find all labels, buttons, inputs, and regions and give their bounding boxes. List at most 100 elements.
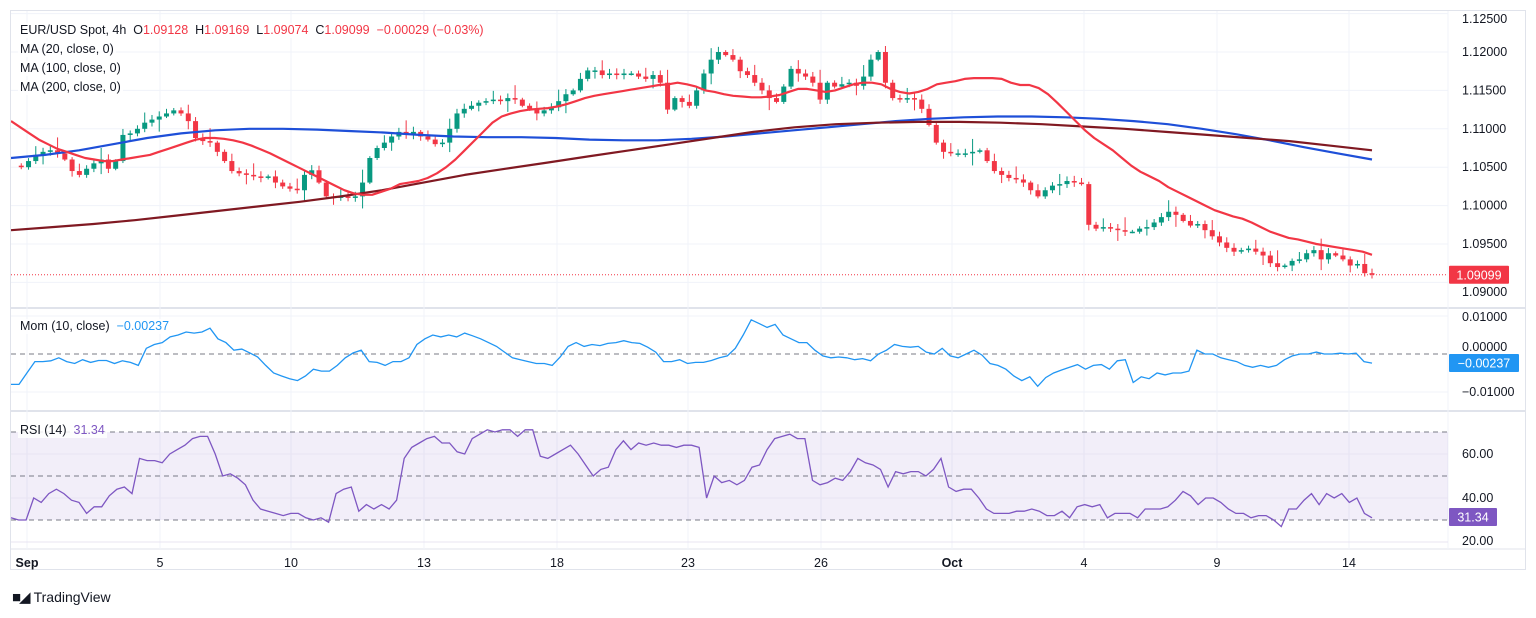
ma200-line [11,120,1373,232]
candle-up [142,122,148,129]
candle-up [483,101,489,103]
candle-down [512,98,518,100]
candle-down [62,153,68,160]
open-label: O [133,23,143,37]
candle-down [723,52,729,56]
candle-up [26,161,32,168]
candle-up [672,98,678,110]
close-value: 1.09099 [324,23,370,37]
candle-down [1108,227,1114,229]
candle-up [962,153,968,155]
candle-up [91,163,97,169]
candle-down [534,108,540,114]
candle-up [577,78,583,91]
candle-down [1369,273,1375,275]
candle-up [970,151,976,154]
symbol-title[interactable]: EUR/USD Spot, 4h [20,23,127,37]
time-axis-label: 4 [1081,556,1088,570]
candle-up [1246,248,1252,251]
candle-down [832,82,838,87]
tradingview-logo-text: TradingView [33,589,111,605]
low-label: L [256,23,264,37]
candle-down [185,113,191,122]
candle-down [18,165,24,168]
momentum-line [11,318,1373,388]
candle-down [999,171,1005,175]
rsi-value-tag-text: 31.34 [1457,511,1488,525]
candle-up [113,161,119,169]
rsi-axis-label: 60.00 [1462,447,1493,461]
candle-down [229,161,235,172]
candle-down [425,136,431,140]
ma100-line [11,115,1373,161]
ohlc-legend: EUR/USD Spot, 4h O1.09128 H1.09169 L1.09… [18,23,486,38]
candle-down [272,176,278,183]
candle-down [1216,236,1222,243]
price-axis-label: 1.09000 [1462,285,1507,299]
time-axis-label: 5 [157,556,164,570]
candle-down [636,73,642,77]
time-axis-label: Sep [16,556,39,570]
candle-down [1115,228,1121,231]
candle-up [715,52,721,60]
candle-up [875,52,881,60]
candle-up [592,70,598,72]
ma200-legend[interactable]: MA (200, close, 0) [18,80,123,95]
price-axis-label: 1.12500 [1462,12,1507,26]
rsi-legend[interactable]: RSI (14) 31.34 [18,423,107,438]
price-axis-label: 1.11000 [1462,122,1506,136]
candle-down [214,142,220,152]
candle-up [33,154,39,162]
candle-up [367,157,373,183]
candle-up [861,76,867,86]
candle-up [1311,250,1317,254]
candle-up [563,94,569,102]
candle-up [360,182,366,197]
rsi-axis-label: 40.00 [1462,491,1493,505]
candle-up [1100,227,1106,229]
momentum-legend[interactable]: Mom (10, close) −0.00237 [18,319,172,334]
candle-up [977,150,983,152]
candle-down [251,174,257,177]
candle-down [803,73,809,77]
candle-down [1318,250,1324,260]
candle-down [1071,181,1077,183]
price-axis-label: 1.10000 [1462,199,1507,213]
candle-up [701,73,707,91]
candle-up [1158,217,1164,223]
candle-up [40,151,46,155]
momentum-value: −0.00237 [116,319,170,333]
candle-up [1049,185,1055,191]
time-axis-label: 26 [814,556,828,570]
ma100-legend[interactable]: MA (100, close, 0) [18,61,123,76]
candle-down [1122,230,1128,232]
candle-down [984,150,990,162]
candle-down [933,124,939,143]
candle-down [774,98,780,102]
candle-up [1057,184,1063,186]
candle-down [897,98,903,100]
candle-up [904,98,910,100]
open-value: 1.09128 [142,23,189,37]
candle-down [730,55,736,60]
high-value: 1.09169 [204,23,250,37]
candle-up [628,73,634,76]
candle-down [1347,259,1353,266]
candle-up [454,113,460,129]
candle-down [744,71,750,76]
candle-down [1333,253,1339,256]
tradingview-logo[interactable]: ■◢ TradingView [12,588,111,606]
ma20-legend[interactable]: MA (20, close, 0) [18,42,116,57]
candle-up [461,108,467,114]
tradingview-logo-icon: ■◢ [12,589,31,606]
candle-up [439,142,445,145]
candle-down [527,105,533,109]
price-axis-label: 1.12000 [1462,45,1507,59]
candle-up [309,170,315,175]
candle-down [432,139,438,145]
candle-up [606,73,612,76]
candle-down [1260,251,1266,256]
candle-down [643,76,649,79]
candle-up [1282,265,1288,268]
